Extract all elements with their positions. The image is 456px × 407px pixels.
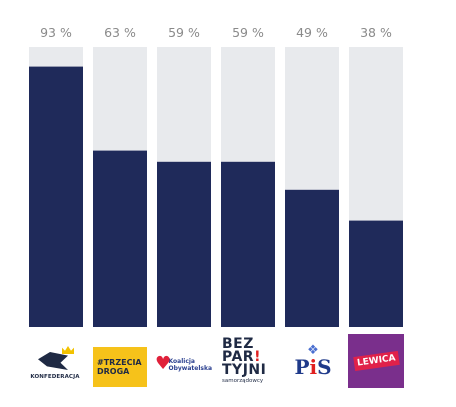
logo-koalicja-obywatelska: Koalicja Obywatelska <box>155 340 212 390</box>
crowned-eagle-icon <box>34 346 76 372</box>
logo-lewica-text: LEWICA <box>352 350 400 372</box>
value-label-trzecia-droga: 63 % <box>104 25 136 40</box>
bars-group: 93 % 63 % 59 % 59 % 49 % 38 % <box>29 25 403 327</box>
logo-ko-line2: Obywatelska <box>168 365 212 372</box>
eagle-icon: ❖ <box>307 343 319 358</box>
logo-bez-sub: samorządowcy <box>222 378 264 384</box>
bar-trzecia-droga <box>93 150 147 327</box>
logo-lewica: LEWICA <box>348 334 404 388</box>
bar-lewica <box>349 220 403 327</box>
logo-trzecia-droga-line2: DROGA <box>97 367 130 376</box>
logo-bezpartyjni: BEZ PAR! TYJNI samorządowcy <box>222 336 278 386</box>
logo-bez-line2: PAR <box>222 349 255 365</box>
logo-pis-i: i <box>309 355 318 379</box>
value-label-koalicja-obywatelska: 59 % <box>168 25 200 40</box>
logo-bez-line1: BEZ <box>222 336 254 352</box>
value-label-lewica: 38 % <box>360 25 392 40</box>
logo-ko-line1: Koalicja <box>168 358 195 365</box>
logo-trzecia-droga-line1: #TRZECIA <box>97 358 142 367</box>
logo-bez-line3: TYJNI <box>222 362 267 378</box>
logo-bez-bang: ! <box>254 349 261 365</box>
logo-konfederacja-text: KONFEDERACJA <box>30 374 80 380</box>
logo-pis: ❖ PiS <box>285 336 341 386</box>
value-label-pis: 49 % <box>296 25 328 40</box>
logo-trzecia-droga: #TRZECIA DROGA <box>92 342 148 392</box>
logo-pis-s: S <box>317 355 332 379</box>
logo-konfederacja: KONFEDERACJA <box>27 338 83 388</box>
bar-pis <box>285 189 339 327</box>
heart-icon <box>155 357 172 372</box>
value-label-konfederacja: 93 % <box>40 25 72 40</box>
value-label-bezpartyjni-samorz-dowcy: 59 % <box>232 25 264 40</box>
logo-pis-p: P <box>294 355 310 379</box>
bar-bezpartyjni-samorz-dowcy <box>221 161 275 327</box>
bar-koalicja-obywatelska <box>157 161 211 327</box>
bar-konfederacja <box>29 66 83 327</box>
